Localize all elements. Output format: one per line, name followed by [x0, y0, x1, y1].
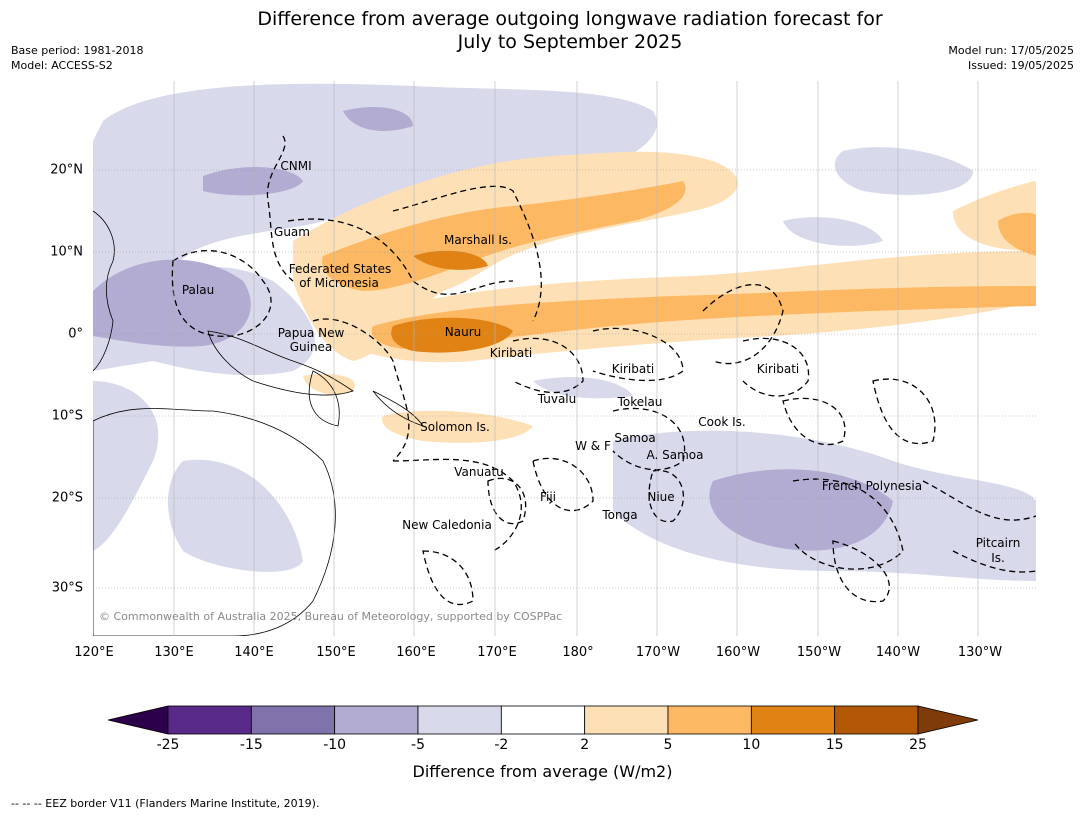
lon-tick-160w: 160°W — [715, 645, 761, 660]
label-kiribati-west: Kiribati — [489, 346, 533, 360]
label-kiribati-central: Kiribati — [611, 362, 655, 376]
anomaly-mid-negative — [93, 106, 893, 551]
colorbar-segment — [334, 705, 419, 735]
lat-tick-10n: 10°N — [50, 244, 83, 260]
label-niue: Niue — [647, 490, 675, 504]
lon-tick-140e: 140°E — [234, 645, 274, 660]
colorbar-tick-label: 10 — [742, 737, 761, 753]
model-name: Model: ACCESS-S2 — [11, 59, 113, 72]
longitude-gridlines — [173, 81, 979, 636]
base-period: Base period: 1981-2018 — [11, 44, 144, 57]
lon-tick-130e: 130°E — [154, 645, 194, 660]
colorbar — [108, 705, 978, 735]
lon-tick-130w: 130°W — [957, 645, 1003, 660]
colorbar-segment — [167, 705, 252, 735]
colorbar-tick-label: 2 — [580, 737, 590, 753]
label-french-polynesia: French Polynesia — [821, 479, 923, 493]
title-line-2: July to September 2025 — [457, 31, 683, 53]
label-palau: Palau — [181, 283, 215, 297]
map-title: Difference from average outgoing longwav… — [0, 8, 1085, 54]
eez-borders — [171, 135, 1036, 606]
colorbar-tick-label: -5 — [411, 737, 425, 753]
lon-tick-150e: 150°E — [316, 645, 356, 660]
colorbar-extend-low — [108, 705, 169, 735]
label-wallis-futuna: W & F — [575, 439, 611, 453]
label-samoa: Samoa — [614, 431, 656, 445]
label-fiji: Fiji — [539, 490, 557, 504]
colorbar-tick-label: -2 — [494, 737, 509, 753]
colorbar-tick-label: 5 — [663, 737, 673, 753]
colorbar-segment — [750, 705, 836, 735]
lon-tick-170w: 170°W — [635, 645, 681, 660]
colorbar-extend-high — [917, 705, 978, 735]
lon-tick-180: 180° — [562, 645, 594, 660]
meta-left: Base period: 1981-2018 Model: ACCESS-S2 — [11, 43, 143, 73]
label-fsm-line1: Federated States — [288, 262, 392, 276]
label-png-line2: Guinea — [289, 340, 333, 354]
colorbar-segment — [584, 705, 669, 735]
lat-tick-10s: 10°S — [51, 408, 83, 424]
label-american-samoa: A. Samoa — [646, 448, 704, 462]
label-marshall: Marshall Is. — [444, 233, 512, 247]
colorbar-tick-label: -10 — [323, 737, 347, 753]
colorbar-tick-label: -15 — [239, 737, 263, 753]
colorbar-tick-label: -25 — [156, 737, 180, 753]
label-pitcairn-line2: Is. — [991, 551, 1005, 565]
colorbar-segment — [417, 705, 502, 735]
anomaly-map — [93, 81, 1036, 636]
label-kiribati-east: Kiribati — [756, 362, 800, 376]
label-nauru: Nauru — [444, 325, 482, 339]
label-vanuatu: Vanuatu — [454, 465, 504, 479]
colorbar-tick-label: 25 — [909, 737, 927, 753]
label-cook: Cook Is. — [698, 415, 746, 429]
lon-tick-120e: 120°E — [74, 645, 114, 660]
colorbar-segment — [500, 705, 586, 735]
map-panel: CNMI Guam Marshall Is. Federated States … — [93, 81, 1036, 636]
label-solomon: Solomon Is. — [420, 420, 490, 434]
colorbar-segment — [834, 705, 919, 735]
label-cnmi: CNMI — [280, 159, 312, 173]
label-png-line1: Papua New — [277, 326, 345, 340]
label-fsm-line2: of Micronesia — [299, 276, 379, 290]
label-tokelau: Tokelau — [617, 395, 663, 409]
coastlines — [93, 210, 424, 636]
label-tonga: Tonga — [602, 508, 638, 522]
lat-tick-30s: 30°S — [51, 580, 83, 596]
colorbar-label: Difference from average (W/m2) — [412, 762, 673, 781]
anomaly-strong-positive — [391, 250, 513, 353]
anomaly-mid-positive — [322, 181, 1036, 349]
lon-tick-170e: 170°E — [477, 645, 517, 660]
eez-legend-note: -- -- -- EEZ border V11 (Flanders Marine… — [11, 797, 320, 810]
lat-tick-20n: 20°N — [50, 162, 83, 178]
title-line-1: Difference from average outgoing longwav… — [257, 8, 883, 30]
meta-right: Model run: 17/05/2025 Issued: 19/05/2025 — [948, 43, 1074, 73]
latitude-gridlines — [93, 169, 1036, 589]
label-tuvalu: Tuvalu — [537, 392, 577, 406]
lon-tick-140w: 140°W — [875, 645, 921, 660]
lat-tick-0: 0° — [68, 326, 83, 342]
label-new-caledonia: New Caledonia — [402, 518, 492, 532]
label-pitcairn-line1: Pitcairn — [975, 536, 1021, 550]
model-run: Model run: 17/05/2025 — [948, 44, 1074, 57]
issued-date: Issued: 19/05/2025 — [967, 59, 1074, 72]
label-guam: Guam — [274, 225, 310, 239]
colorbar-tick-label: 15 — [825, 737, 844, 753]
lon-tick-160e: 160°E — [396, 645, 436, 660]
colorbar-segment — [667, 705, 752, 735]
copyright-note: © Commonwealth of Australia 2025, Bureau… — [99, 610, 563, 623]
lat-tick-20s: 20°S — [51, 490, 83, 506]
colorbar-segment — [250, 705, 336, 735]
lon-tick-150w: 150°W — [796, 645, 842, 660]
